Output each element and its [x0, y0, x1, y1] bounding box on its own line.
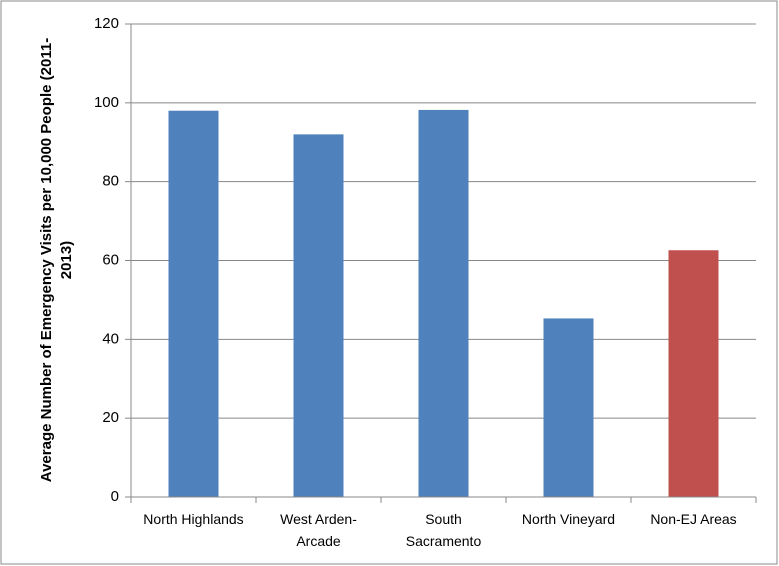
bar — [668, 250, 719, 497]
y-axis-title: Average Number of Emergency Visits per 1… — [38, 37, 75, 483]
bar — [293, 134, 344, 497]
bar — [168, 110, 219, 497]
bar — [543, 318, 594, 497]
y-tick-label: 120 — [94, 15, 119, 32]
x-tick-label: North Vineyard — [521, 511, 616, 527]
y-tick-label: 0 — [111, 488, 119, 505]
x-tick-label: Non-EJ Areas — [650, 511, 737, 527]
x-tick-label: North Highlands — [143, 511, 244, 527]
x-tick-label: South Sacramento — [405, 511, 482, 549]
x-tick-label: West Arden-Arcade — [280, 511, 357, 549]
y-tick-label: 20 — [102, 409, 119, 426]
y-tick-label: 40 — [102, 330, 119, 347]
y-tick-label: 60 — [102, 251, 119, 268]
bar — [418, 109, 469, 497]
y-tick-label: 100 — [94, 94, 119, 111]
y-tick-label: 80 — [102, 173, 119, 190]
